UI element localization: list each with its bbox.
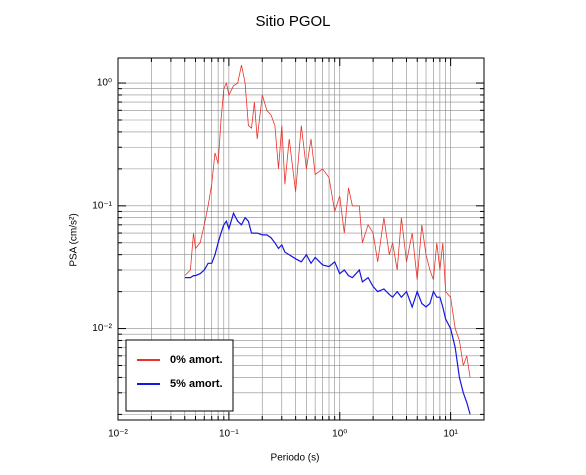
x-tick-label: 10⁻¹ [219, 429, 239, 440]
y-tick-label: 10⁻² [92, 323, 112, 334]
legend-box [125, 339, 234, 412]
x-tick-label: 10¹ [443, 429, 458, 440]
y-tick-label: 10⁰ [97, 78, 112, 89]
series-line [184, 65, 471, 378]
y-axis-label: PSA (cm/s²) [69, 213, 80, 266]
chart-title: Sitio PGOL [255, 13, 330, 30]
x-tick-label: 10⁰ [332, 429, 347, 440]
legend-label: 5% amort. [170, 378, 223, 390]
x-tick-label: 10⁻² [108, 429, 128, 440]
legend-label: 0% amort. [170, 354, 223, 366]
x-axis-label: Periodo (s) [271, 453, 320, 464]
series-line [184, 211, 471, 415]
plot-frame [117, 57, 485, 421]
y-tick-label: 10⁻¹ [92, 200, 112, 211]
